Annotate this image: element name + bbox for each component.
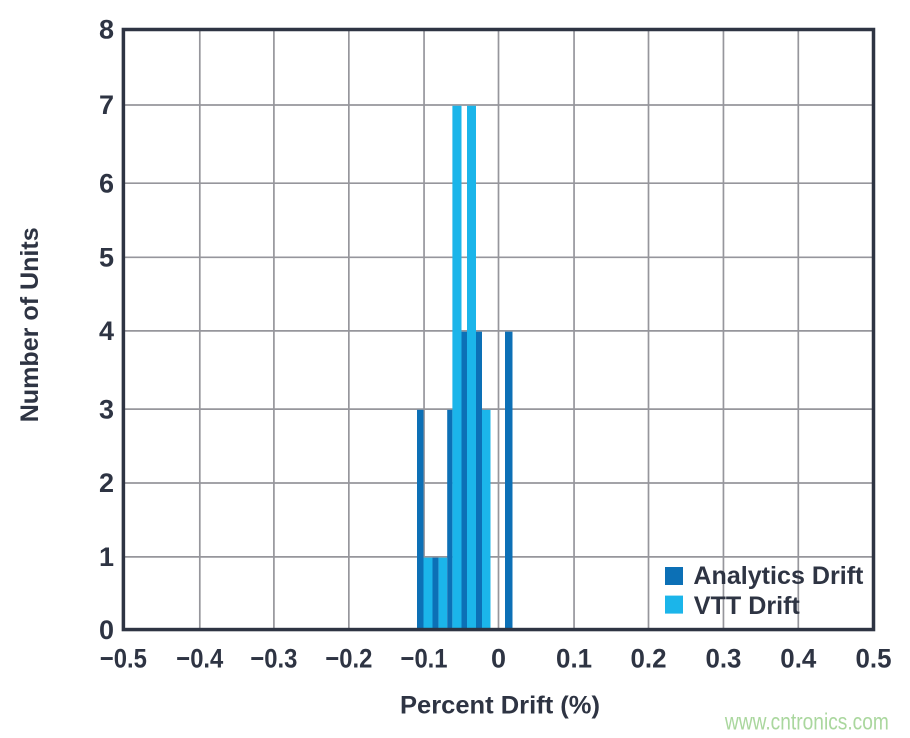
svg-text:7: 7: [99, 90, 114, 120]
svg-text:0.3: 0.3: [705, 643, 741, 673]
svg-text:www.cntronics.com: www.cntronics.com: [724, 709, 889, 735]
svg-text:Number of Units: Number of Units: [16, 227, 44, 422]
svg-text:0.1: 0.1: [556, 643, 592, 673]
svg-text:−0.2: −0.2: [325, 643, 372, 673]
svg-text:1: 1: [99, 542, 114, 572]
svg-text:−0.3: −0.3: [250, 643, 297, 673]
svg-text:0: 0: [99, 615, 114, 645]
svg-text:−0.1: −0.1: [401, 643, 448, 673]
svg-text:4: 4: [99, 316, 114, 346]
svg-text:0.5: 0.5: [856, 643, 892, 673]
svg-text:−0.4: −0.4: [176, 643, 223, 673]
svg-text:Analytics Drift: Analytics Drift: [693, 562, 864, 590]
svg-text:Percent Drift (%): Percent Drift (%): [400, 691, 600, 719]
svg-text:0.2: 0.2: [631, 643, 667, 673]
svg-text:8: 8: [99, 15, 114, 45]
svg-text:5: 5: [99, 243, 114, 273]
svg-text:VTT Drift: VTT Drift: [694, 592, 801, 620]
svg-text:−0.5: −0.5: [100, 643, 147, 673]
svg-text:0.4: 0.4: [780, 643, 816, 673]
svg-text:2: 2: [99, 468, 114, 498]
svg-text:3: 3: [99, 394, 114, 424]
svg-text:0: 0: [491, 643, 506, 673]
svg-text:6: 6: [99, 168, 114, 198]
